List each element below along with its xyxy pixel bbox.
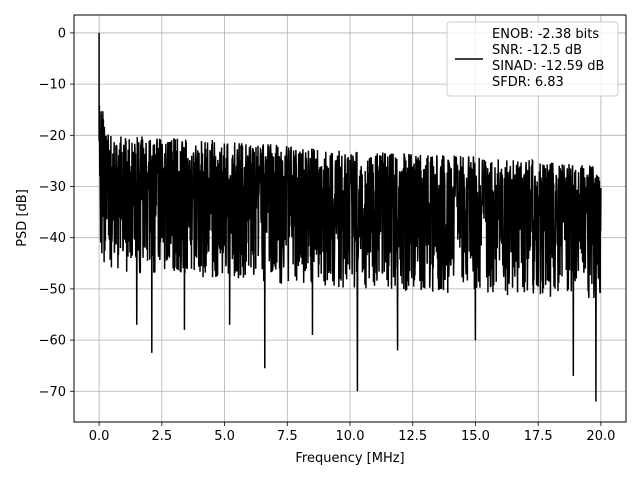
x-tick-label: 17.5 [524,429,553,444]
x-tick-label: 0.0 [89,429,110,444]
series-layer [98,32,602,402]
y-axis-ticks: 0 −10 −20 −30 −40 −50 −60 −70 [39,26,74,400]
legend-entry-sinad: SINAD: -12.59 dB [492,59,604,74]
y-tick-label: −30 [39,180,66,195]
x-tick-label: 7.5 [277,429,298,444]
y-tick-label: −20 [39,129,66,144]
legend-entry-enob: ENOB: -2.38 bits [492,27,599,42]
x-tick-label: 2.5 [151,429,172,444]
y-tick-label: −10 [39,78,66,93]
x-tick-label: 15.0 [461,429,490,444]
y-tick-label: 0 [58,26,66,41]
x-tick-label: 20.0 [586,429,615,444]
y-axis-label: PSD [dB] [15,189,30,247]
y-tick-label: −50 [39,282,66,297]
legend-entry-snr: SNR: -12.5 dB [492,43,582,58]
psd-series-line [98,32,602,402]
y-tick-label: −60 [39,334,66,349]
x-axis-label: Frequency [MHz] [295,451,404,466]
legend-box [446,21,619,97]
legend-entry-sfdr: SFDR: 6.83 [492,75,564,90]
legend: ENOB: -2.38 bits SNR: -12.5 dB SINAD: -1… [446,21,619,97]
x-tick-label: 10.0 [336,429,365,444]
x-axis-ticks: 0.0 2.5 5.0 7.5 10.0 12.5 15.0 17.5 20.0 [89,422,615,444]
x-tick-label: 5.0 [214,429,235,444]
x-tick-label: 12.5 [398,429,427,444]
y-tick-label: −40 [39,231,66,246]
y-tick-label: −70 [39,385,66,400]
